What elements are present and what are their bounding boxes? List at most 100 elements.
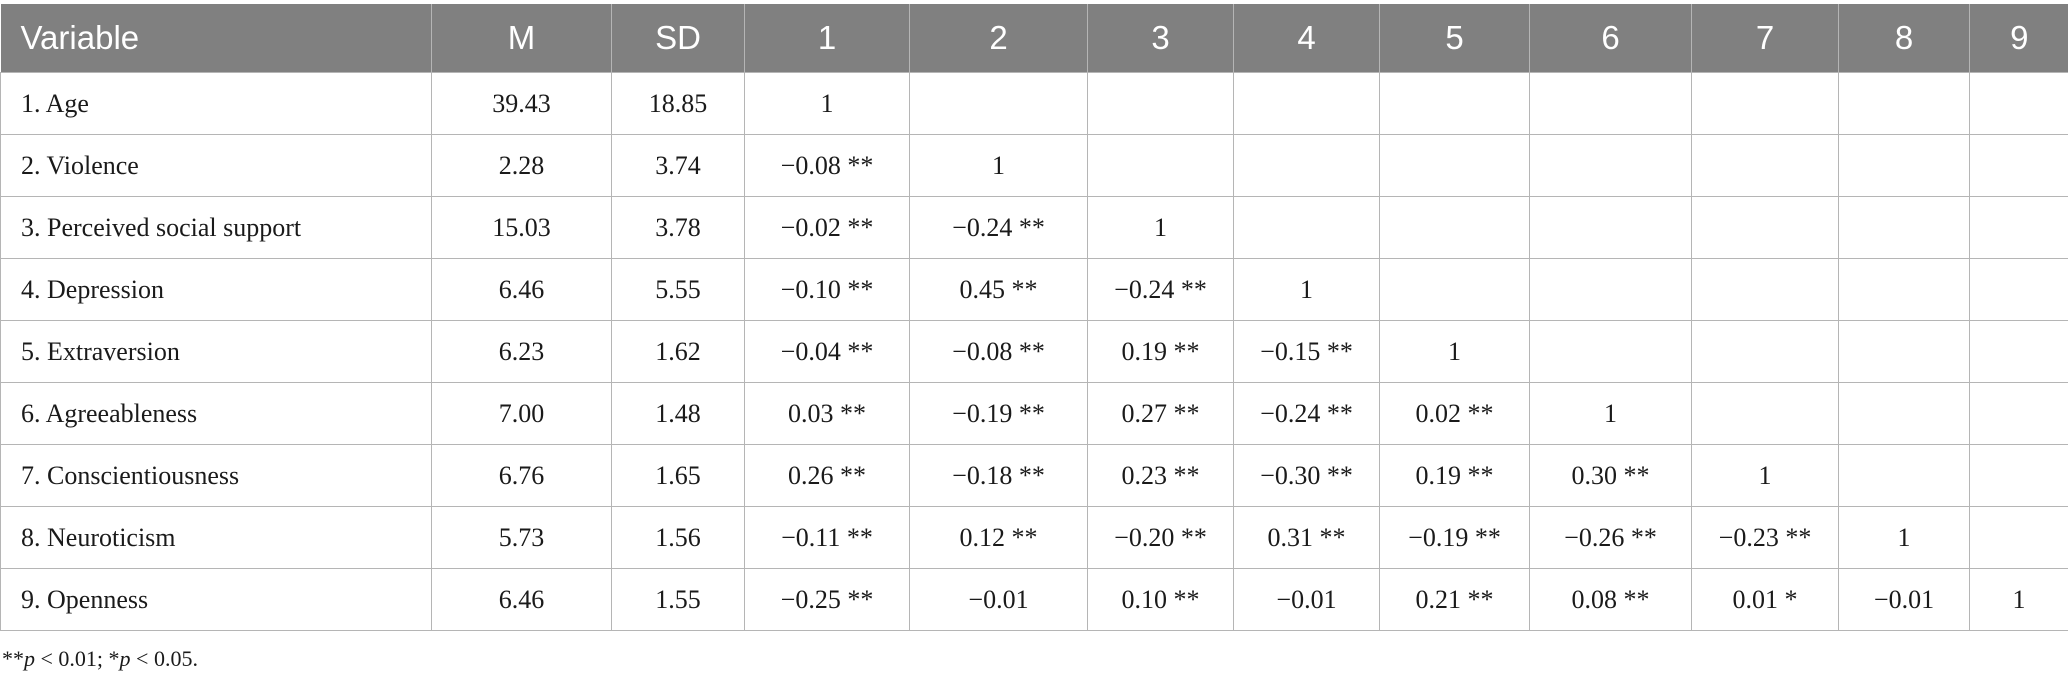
variable-name-cell: 1. Age	[0, 72, 432, 135]
correlation-cell: 1	[744, 72, 910, 135]
correlation-cell	[1838, 196, 1970, 259]
correlation-cell	[1969, 444, 2068, 507]
correlation-cell	[1969, 258, 2068, 321]
correlation-cell: −0.10 **	[744, 258, 910, 321]
header-col-11: 9	[1969, 4, 2068, 73]
sd-cell: 1.55	[611, 568, 745, 631]
mean-cell: 6.76	[431, 444, 612, 507]
mean-cell: 7.00	[431, 382, 612, 445]
sd-cell: 1.48	[611, 382, 745, 445]
table-row: 3. Perceived social support 15.03 3.78 −0.0…	[0, 196, 2068, 259]
correlation-cell: −0.08 **	[909, 320, 1088, 383]
correlation-cell	[1379, 258, 1530, 321]
correlation-cell: −0.24 **	[1087, 258, 1234, 321]
variable-name-cell: 4. Depression	[0, 258, 432, 321]
correlation-cell: 1	[1379, 320, 1530, 383]
correlation-cell: 1	[1529, 382, 1692, 445]
mean-cell: 39.43	[431, 72, 612, 135]
correlation-cell: 0.31 **	[1233, 506, 1380, 569]
header-col-10: 8	[1838, 4, 1970, 73]
table-row: 1. Age 39.43 18.85 1	[0, 72, 2068, 135]
correlation-cell	[1691, 134, 1839, 197]
correlation-cell: 0.26 **	[744, 444, 910, 507]
header-col-3: 1	[744, 4, 910, 73]
sd-cell: 3.74	[611, 134, 745, 197]
correlation-cell: 1	[1969, 568, 2068, 631]
correlation-cell	[1969, 320, 2068, 383]
correlation-cell	[1969, 196, 2068, 259]
table-row: 9. Openness 6.46 1.55 −0.25 ** −0.01 0.10 ** −…	[0, 568, 2068, 631]
correlation-cell	[1691, 320, 1839, 383]
correlation-cell: 0.19 **	[1087, 320, 1234, 383]
correlation-cell	[1379, 196, 1530, 259]
footnote-p-symbol: p	[24, 646, 35, 671]
correlation-cell	[1838, 444, 1970, 507]
table-row: 8. Neuroticism 5.73 1.56 −0.11 ** 0.12 ** −0.…	[0, 506, 2068, 569]
table-body: 1. Age 39.43 18.85 1 2. Violence 2.28 3.74 −0.0…	[0, 72, 2068, 631]
correlation-cell	[1529, 320, 1692, 383]
correlation-cell	[1087, 134, 1234, 197]
mean-cell: 6.46	[431, 258, 612, 321]
sd-cell: 3.78	[611, 196, 745, 259]
correlation-cell	[1529, 196, 1692, 259]
variable-name-cell: 5. Extraversion	[0, 320, 432, 383]
correlation-cell: 0.10 **	[1087, 568, 1234, 631]
correlation-cell: −0.01	[1233, 568, 1380, 631]
correlation-cell: 0.19 **	[1379, 444, 1530, 507]
correlation-cell: 0.21 **	[1379, 568, 1530, 631]
mean-cell: 5.73	[431, 506, 612, 569]
sd-cell: 18.85	[611, 72, 745, 135]
variable-name-cell: 8. Neuroticism	[0, 506, 432, 569]
table-header: Variable M SD 1 2 3 4 5 6 7 8 9	[0, 4, 2068, 73]
correlation-cell	[1529, 134, 1692, 197]
correlation-cell	[1691, 258, 1839, 321]
correlation-cell: −0.19 **	[909, 382, 1088, 445]
variable-name-cell: 3. Perceived social support	[0, 196, 432, 259]
correlation-cell	[1379, 134, 1530, 197]
correlation-table: Variable M SD 1 2 3 4 5 6 7 8 9 1. Age 39.43 18.85 1 2.…	[0, 4, 2068, 631]
correlation-cell: −0.18 **	[909, 444, 1088, 507]
correlation-cell: 1	[1838, 506, 1970, 569]
correlation-cell: 0.01 *	[1691, 568, 1839, 631]
correlation-cell	[1838, 72, 1970, 135]
correlation-cell	[1379, 72, 1530, 135]
header-row: Variable M SD 1 2 3 4 5 6 7 8 9	[0, 4, 2068, 73]
header-variable: Variable	[0, 4, 432, 73]
correlation-cell	[1529, 258, 1692, 321]
correlation-cell: −0.08 **	[744, 134, 910, 197]
correlation-cell: 0.27 **	[1087, 382, 1234, 445]
header-col-4: 2	[909, 4, 1088, 73]
correlation-cell	[1691, 382, 1839, 445]
correlation-cell: −0.04 **	[744, 320, 910, 383]
correlation-cell: −0.11 **	[744, 506, 910, 569]
table-row: 6. Agreeableness 7.00 1.48 0.03 ** −0.19 ** 0…	[0, 382, 2068, 445]
mean-cell: 6.46	[431, 568, 612, 631]
correlation-cell: 0.23 **	[1087, 444, 1234, 507]
correlation-cell	[1691, 196, 1839, 259]
sd-cell: 5.55	[611, 258, 745, 321]
correlation-cell	[1838, 134, 1970, 197]
table-row: 7. Conscientiousness 6.76 1.65 0.26 ** −0.18…	[0, 444, 2068, 507]
variable-name-cell: 2. Violence	[0, 134, 432, 197]
correlation-cell	[1529, 72, 1692, 135]
variable-name-cell: 6. Agreeableness	[0, 382, 432, 445]
correlation-cell: −0.01	[909, 568, 1088, 631]
table-row: 2. Violence 2.28 3.74 −0.08 ** 1	[0, 134, 2068, 197]
correlation-cell: −0.19 **	[1379, 506, 1530, 569]
correlation-cell: 0.45 **	[909, 258, 1088, 321]
table-footnote: **p < 0.01; *p < 0.05.	[2, 646, 198, 672]
correlation-cell	[1691, 72, 1839, 135]
correlation-cell	[1969, 134, 2068, 197]
correlation-cell	[1838, 320, 1970, 383]
correlation-cell: −0.20 **	[1087, 506, 1234, 569]
correlation-cell	[1969, 72, 2068, 135]
correlation-cell: −0.02 **	[744, 196, 910, 259]
correlation-cell: 0.30 **	[1529, 444, 1692, 507]
sd-cell: 1.62	[611, 320, 745, 383]
correlation-cell: 0.08 **	[1529, 568, 1692, 631]
mean-cell: 15.03	[431, 196, 612, 259]
correlation-cell	[1233, 134, 1380, 197]
correlation-cell	[1838, 382, 1970, 445]
correlation-cell: −0.24 **	[1233, 382, 1380, 445]
footnote-p-symbol-2: p	[119, 646, 131, 671]
